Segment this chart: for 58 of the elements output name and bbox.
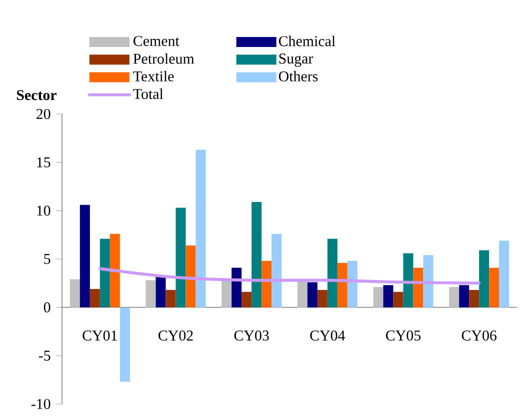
bar bbox=[347, 260, 358, 308]
bar bbox=[262, 260, 272, 308]
bar bbox=[403, 253, 414, 308]
bar bbox=[156, 276, 166, 308]
bar bbox=[80, 204, 90, 308]
x-tick-label: CY02 bbox=[158, 330, 193, 341]
bar bbox=[413, 268, 424, 308]
legend-label: Others bbox=[278, 70, 318, 82]
x-tick-label: CY03 bbox=[234, 330, 269, 341]
bar bbox=[393, 292, 404, 308]
bar bbox=[90, 288, 100, 308]
legend-label: Textile bbox=[133, 70, 174, 82]
bar bbox=[317, 290, 328, 308]
bar bbox=[373, 287, 384, 308]
y-tick-label: 15 bbox=[37, 157, 50, 168]
bar bbox=[146, 280, 156, 308]
x-tick-label: CY05 bbox=[386, 330, 421, 341]
bar bbox=[196, 150, 206, 308]
bar bbox=[459, 285, 470, 308]
bar bbox=[232, 268, 242, 308]
line-series bbox=[98, 267, 481, 285]
bar bbox=[242, 292, 252, 308]
y-tick-label: 0 bbox=[44, 302, 50, 312]
y-tick-label: 20 bbox=[36, 108, 50, 120]
legend-label: Chemical bbox=[278, 36, 336, 46]
bar bbox=[120, 307, 130, 382]
legend-label: Sugar bbox=[279, 54, 314, 67]
x-tick-label: CY01 bbox=[82, 330, 117, 341]
bar bbox=[383, 285, 394, 308]
x-tick-label: CY06 bbox=[462, 330, 496, 341]
bar bbox=[489, 268, 500, 308]
x-tick-label: CY04 bbox=[310, 330, 346, 341]
y-tick-label: 10 bbox=[37, 206, 50, 216]
legend-label: Total bbox=[133, 88, 164, 100]
bar bbox=[307, 282, 318, 308]
bar bbox=[327, 238, 338, 308]
y-tick-label: -10 bbox=[31, 398, 50, 410]
bar bbox=[337, 262, 348, 308]
y-tick-label: 5 bbox=[44, 254, 50, 264]
legend-label: Cement bbox=[134, 36, 180, 46]
bar bbox=[469, 290, 480, 308]
bar bbox=[100, 238, 110, 308]
bar bbox=[297, 281, 308, 308]
bar bbox=[222, 280, 232, 308]
bar bbox=[499, 240, 510, 308]
bar bbox=[176, 208, 186, 308]
bar bbox=[449, 287, 460, 308]
bar bbox=[70, 279, 80, 308]
y-axis-title: Sector bbox=[16, 90, 56, 100]
bar bbox=[110, 234, 120, 308]
bar bbox=[423, 255, 434, 308]
bar bbox=[166, 290, 176, 308]
bar bbox=[272, 234, 282, 308]
bar bbox=[252, 202, 262, 308]
y-tick-label: -5 bbox=[38, 350, 50, 361]
bar bbox=[479, 250, 490, 308]
legend-label: Petroleum bbox=[133, 53, 194, 64]
bar bbox=[186, 245, 196, 308]
